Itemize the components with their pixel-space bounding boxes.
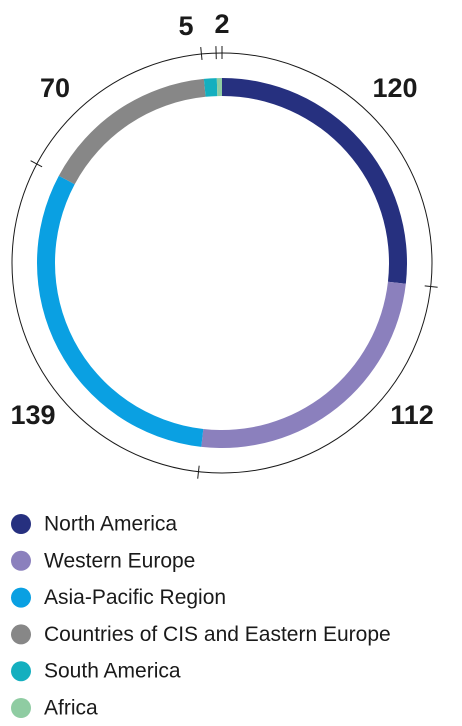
- legend-swatch: [11, 698, 31, 718]
- segment-divider: [30, 160, 43, 168]
- outer-ring: [11, 52, 433, 474]
- legend-label: North America: [44, 513, 177, 536]
- legend-label: Countries of CIS and Eastern Europe: [44, 623, 391, 646]
- value-label: 5: [178, 11, 193, 41]
- legend-swatch: [11, 550, 31, 571]
- legend-swatch: [11, 661, 31, 682]
- legend-label: Africa: [44, 697, 98, 720]
- donut-segment: [201, 281, 406, 449]
- value-label: 120: [372, 73, 417, 103]
- legend-swatch: [11, 514, 31, 534]
- legend-label: Asia-Pacific Region: [44, 586, 226, 609]
- donut-segment: [36, 175, 204, 447]
- legend-swatch: [11, 624, 31, 645]
- segment-divider: [197, 465, 200, 479]
- legend-swatch: [11, 587, 31, 608]
- donut-segment: [222, 78, 407, 284]
- legend-label: South America: [44, 660, 181, 683]
- segment-divider: [424, 285, 438, 288]
- legend-label: Western Europe: [44, 549, 195, 572]
- donut-segment: [216, 78, 222, 97]
- segment-divider: [200, 46, 203, 61]
- donut-segment: [203, 78, 218, 97]
- value-label: 2: [214, 9, 229, 39]
- value-label: 139: [10, 400, 55, 430]
- value-label: 70: [40, 73, 70, 103]
- value-label: 112: [390, 400, 434, 430]
- donut-segment: [58, 78, 206, 185]
